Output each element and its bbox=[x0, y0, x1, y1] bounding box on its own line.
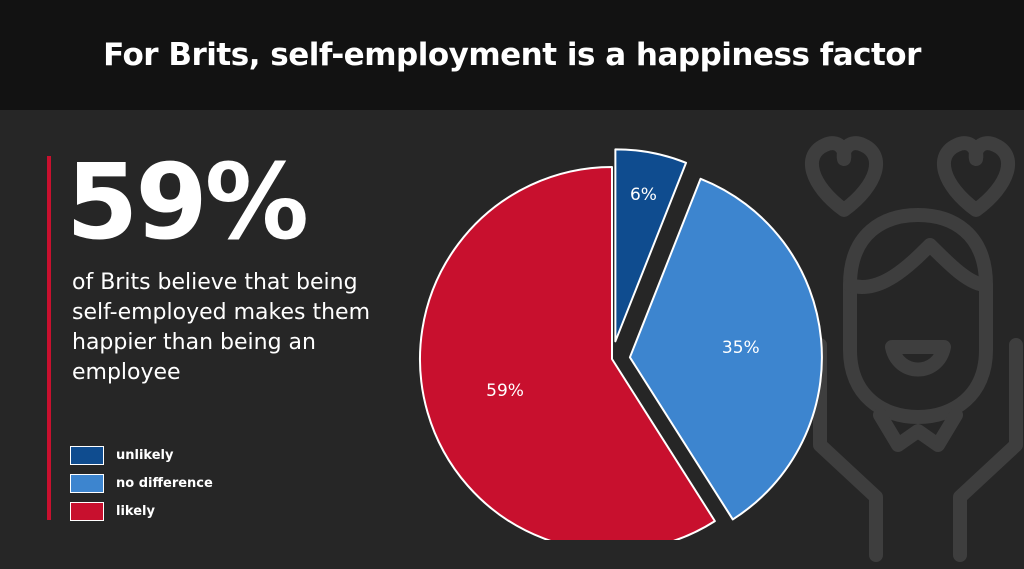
legend-swatch bbox=[70, 501, 104, 521]
pie-slice-no-difference bbox=[628, 177, 823, 521]
legend-item-no-difference: no difference bbox=[70, 469, 213, 497]
happy-person-with-hearts-icon bbox=[804, 136, 1023, 562]
pie-slice-unlikely bbox=[614, 148, 688, 343]
accent-bar bbox=[47, 156, 51, 520]
legend-item-unlikely: unlikely bbox=[70, 441, 213, 469]
headline-stat: 59% bbox=[66, 141, 309, 263]
legend-label: unlikely bbox=[116, 447, 174, 463]
pie-slice-likely bbox=[419, 166, 716, 540]
header-banner: For Brits, self-employment is a happines… bbox=[0, 0, 1024, 110]
pie-value-label: 59% bbox=[486, 381, 524, 401]
legend-label: no difference bbox=[116, 475, 213, 491]
stat-description: of Brits believe that being self-employe… bbox=[72, 270, 370, 385]
legend-swatch bbox=[70, 445, 104, 465]
legend-item-likely: likely bbox=[70, 497, 213, 525]
legend: unlikely no difference likely bbox=[70, 441, 213, 525]
pie-value-label: 6% bbox=[630, 185, 657, 205]
legend-swatch bbox=[70, 473, 104, 493]
legend-label: likely bbox=[116, 503, 155, 519]
chart-title: For Brits, self-employment is a happines… bbox=[103, 37, 921, 73]
pie-chart: 6% 35% 59% bbox=[419, 148, 823, 540]
pie-value-label: 35% bbox=[722, 338, 760, 358]
